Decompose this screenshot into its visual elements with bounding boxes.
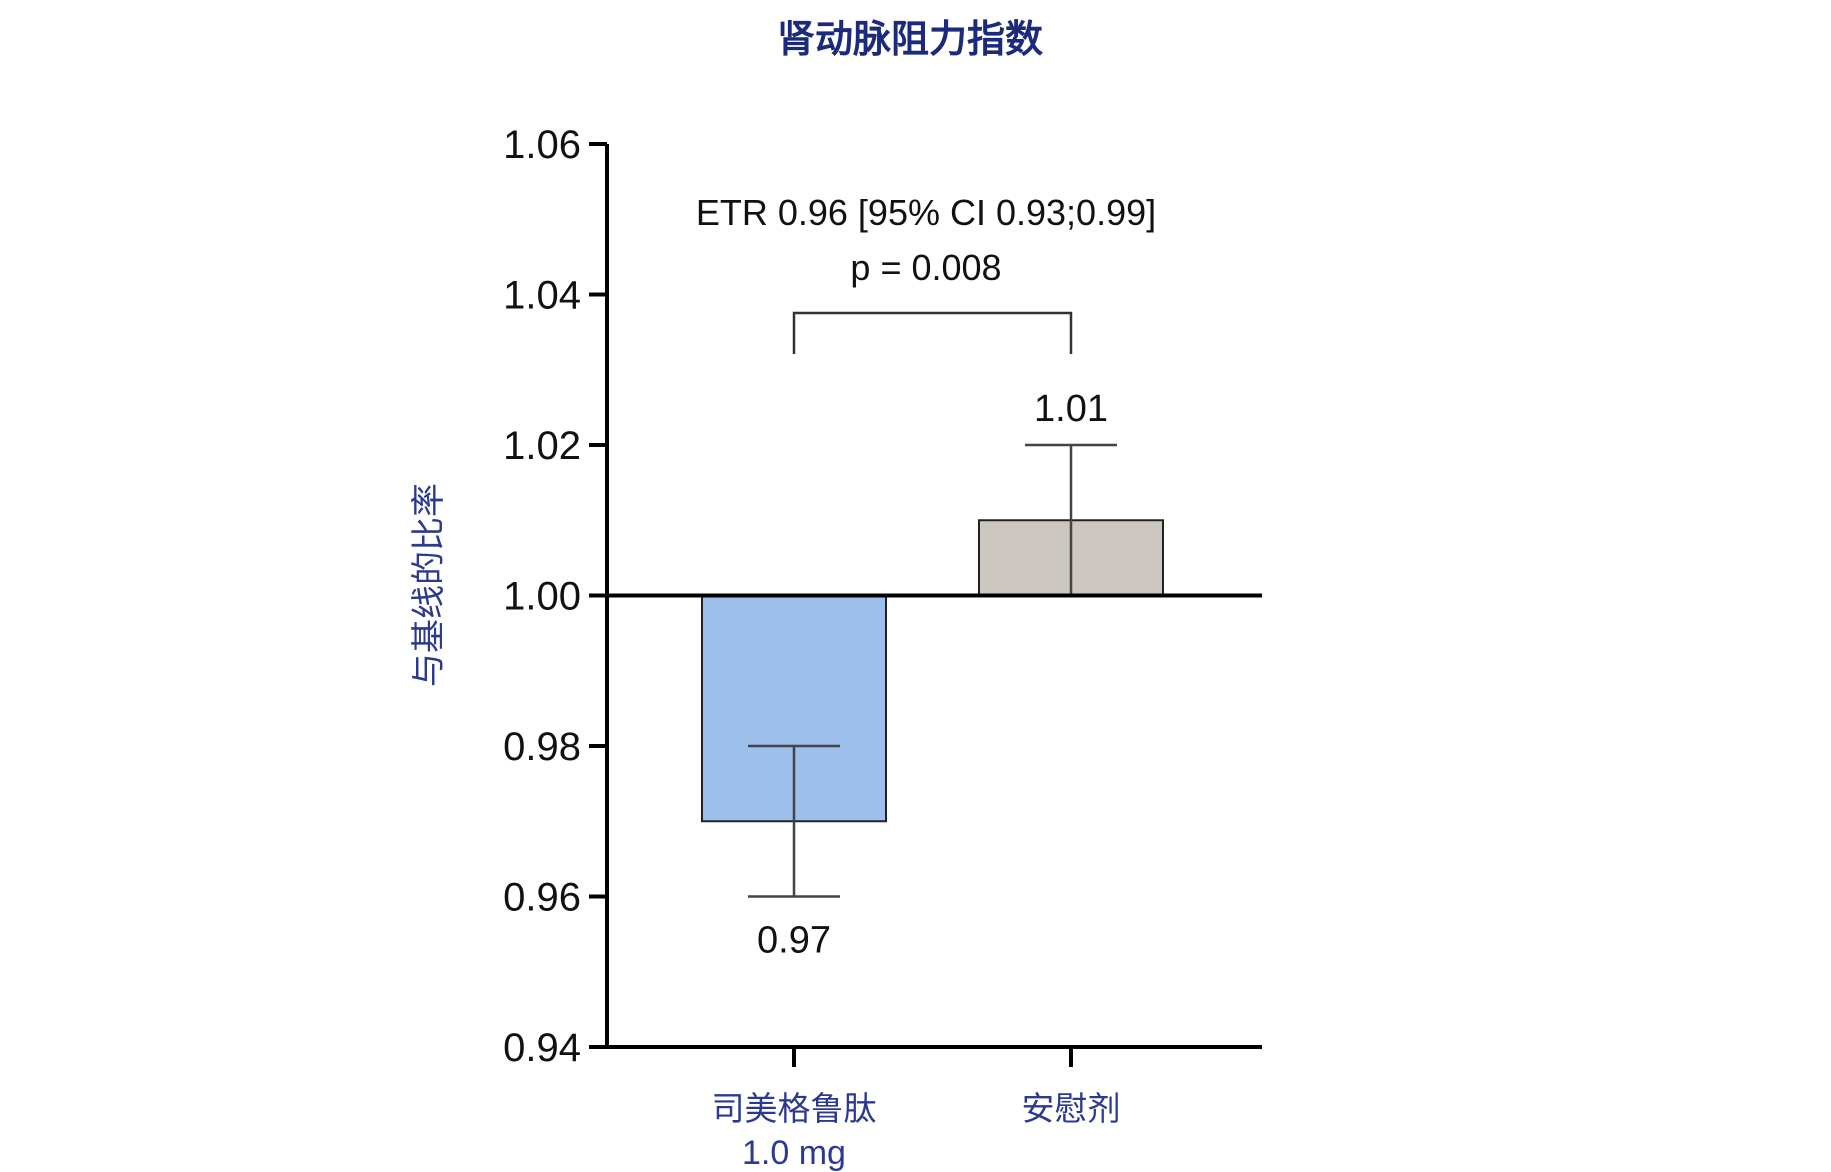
bracket-line	[792, 311, 1073, 354]
comparison-bracket	[792, 311, 1073, 354]
y-tick-label: 1.04	[503, 274, 581, 318]
y-axis-label: 与基线的比率	[409, 483, 449, 687]
y-tick-label: 1.02	[503, 424, 581, 468]
y-tick-label: 1.00	[503, 575, 581, 619]
bars	[701, 519, 1164, 823]
y-tick-label: 0.98	[503, 725, 581, 769]
y-tick-label: 0.96	[503, 876, 581, 920]
error-bars	[607, 443, 1262, 898]
value-label-2: 1.01	[1034, 388, 1108, 430]
value-label-1: 0.97	[757, 920, 831, 962]
y-tick-label: 1.06	[503, 123, 581, 167]
category-sublabel-1: 1.0 mg	[742, 1134, 846, 1172]
category-labels: 司美格鲁肽 1.0 mg 安慰剂	[712, 1089, 1121, 1172]
annotation-p-value: p = 0.008	[850, 247, 1001, 288]
annotation-etr: ETR 0.96 [95% CI 0.93;0.99]	[696, 192, 1156, 233]
y-axis: 0.94 0.96 0.98 1.00 1.02 1.04 1.06	[503, 123, 609, 1070]
chart-title: 肾动脉阻力指数	[777, 17, 1043, 61]
value-labels: 0.97 1.01	[757, 388, 1108, 962]
x-axis	[605, 1045, 1262, 1067]
y-tick-label: 0.94	[503, 1026, 581, 1070]
category-label-1: 司美格鲁肽	[712, 1089, 877, 1128]
category-label-2: 安慰剂	[1022, 1089, 1121, 1128]
